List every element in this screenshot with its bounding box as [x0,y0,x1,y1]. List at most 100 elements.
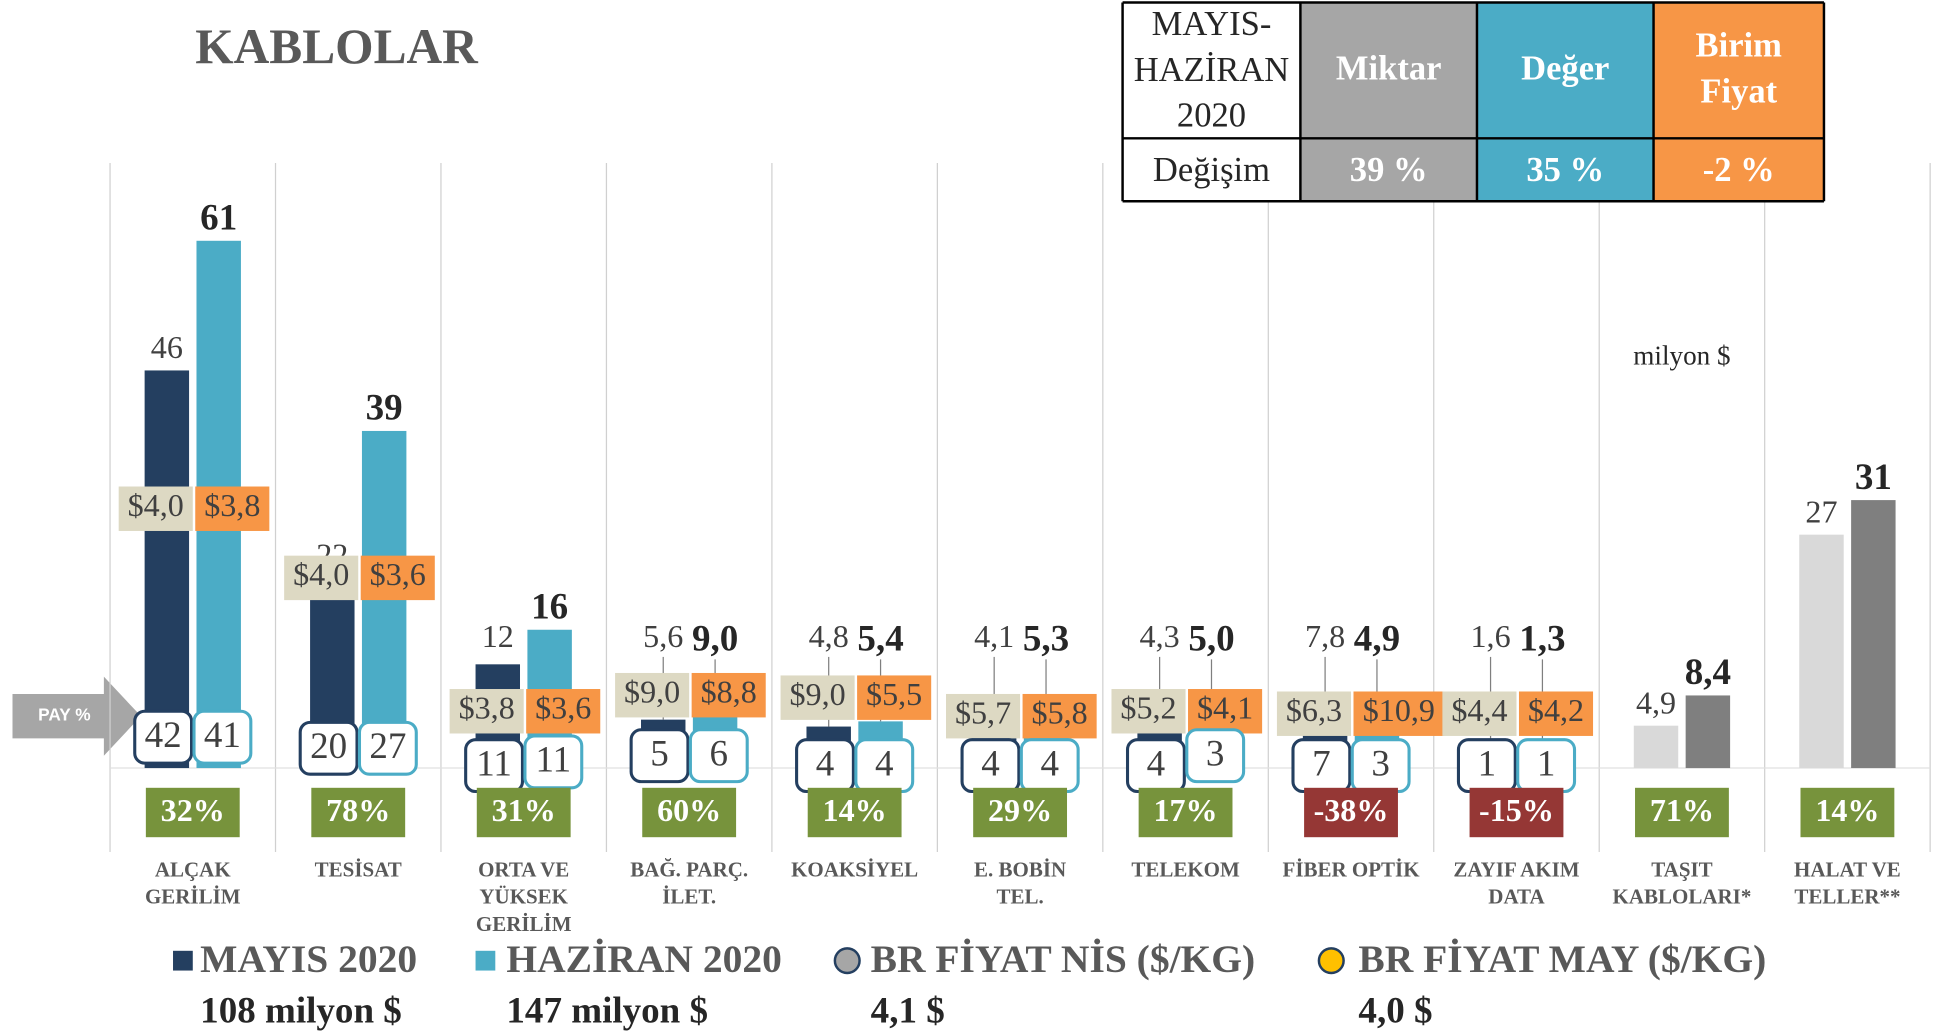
share-label: 11 [536,740,572,781]
table-corner: MAYIS- [1152,5,1272,43]
share-label: 7 [1312,743,1331,784]
share-label: 1 [1478,743,1497,784]
bar [144,370,190,769]
share-label: 3 [1371,743,1390,784]
price-label: $3,6 [370,556,426,592]
pay-box [1800,787,1895,838]
price-box [195,486,270,531]
share-box [192,709,253,765]
price-label: $5,5 [866,676,922,712]
price-label: $5,7 [955,695,1011,731]
legend-label: BR FİYAT NİS ($/KG) [871,937,1255,981]
share-label: 4 [875,743,894,784]
x-tick-label: ZAYIF AKIM [1453,858,1579,882]
x-tick-label: FİBER OPTİK [1283,858,1421,882]
value-label: 39 [366,388,403,429]
value-label: 5,3 [1023,619,1069,660]
pay-label: PAY % [38,705,90,725]
price-label: $9,0 [624,674,680,710]
pay-box [642,787,737,838]
price-label: $8,8 [701,674,757,710]
value-label: 5,6 [643,618,683,654]
value-label: 46 [151,329,183,365]
price-box [615,672,690,718]
price-box [1442,691,1517,736]
table-header-cell [1300,2,1477,202]
price-box [284,555,359,601]
price-box [691,672,766,718]
share-label: 41 [204,715,241,756]
x-tick-label: TESİSAT [315,858,402,882]
x-tick-label: TEL. [996,885,1043,909]
price-box [1111,689,1186,734]
value-label: 5,4 [857,619,903,660]
price-box [857,675,932,720]
price-box [1188,689,1263,734]
unit-note: milyon $ [1633,340,1730,370]
price-label: $4,4 [1451,692,1507,728]
value-label: 16 [531,586,568,627]
share-label: 4 [1040,743,1059,784]
legend-total: 4,0 $ [1358,990,1432,1031]
value-label: 27 [1805,493,1837,529]
legend-marker [173,950,193,971]
price-label: $4,0 [128,487,184,523]
price-label: $3,6 [535,690,591,726]
legend-marker [1317,947,1345,975]
value-label: 61 [200,198,237,239]
x-tick-label: GERİLİM [476,912,572,936]
value-label: 12 [482,618,514,654]
pay-box [1469,787,1564,838]
x-tick-label: ALÇAK [155,858,231,882]
x-tick-label: GERİLİM [145,885,241,909]
price-box [780,675,855,720]
chart-title: KABLOLAR [195,19,479,74]
share-box [629,728,690,784]
bar [1685,695,1731,769]
share-label: 4 [816,743,835,784]
share-label: 42 [145,715,182,756]
pay-value-label: 60% [657,792,721,828]
price-label: $3,8 [459,690,515,726]
legend-label: HAZİRAN 2020 [506,937,781,981]
value-label: 31 [1855,457,1892,498]
table-header: Birim [1696,27,1783,65]
pay-box [973,787,1068,838]
price-box [946,693,1021,739]
pay-box [145,787,240,838]
table-header-cell [1653,2,1824,202]
bar [1851,500,1896,769]
price-label: $5,8 [1032,695,1088,731]
price-box [1276,691,1352,736]
price-box [118,486,193,531]
value-label: 4,8 [809,618,849,654]
price-label: $10,9 [1363,692,1435,728]
legend-marker [833,947,861,975]
x-tick-label: E. BOBİN [974,858,1066,882]
share-label: 4 [1147,743,1166,784]
x-tick-label: TELLER** [1794,885,1900,909]
pay-value-label: -38% [1314,792,1389,828]
pay-value-label: 78% [326,792,390,828]
price-label: $4,0 [293,556,349,592]
share-box [133,709,194,765]
value-label: 4,1 [974,618,1014,654]
table-header-cell [1476,2,1654,202]
table-header: Miktar [1336,50,1442,88]
table-header: Fiyat [1700,72,1777,110]
share-box [688,728,749,784]
x-tick-label: HALAT VE [1794,858,1901,882]
share-label: 3 [1206,733,1225,774]
table-value: 39 % [1350,151,1428,189]
price-box [1022,693,1097,739]
share-label: 1 [1537,743,1556,784]
x-tick-label: TELEKOM [1131,858,1240,882]
table-row-label: Değişim [1153,151,1270,189]
legend-total: 108 milyon $ [200,990,402,1031]
share-label: 6 [710,733,729,774]
value-label: 1,3 [1519,619,1565,660]
table-corner: 2020 [1177,96,1246,134]
table-header: Değer [1521,50,1609,88]
value-label: 5,0 [1188,619,1234,660]
